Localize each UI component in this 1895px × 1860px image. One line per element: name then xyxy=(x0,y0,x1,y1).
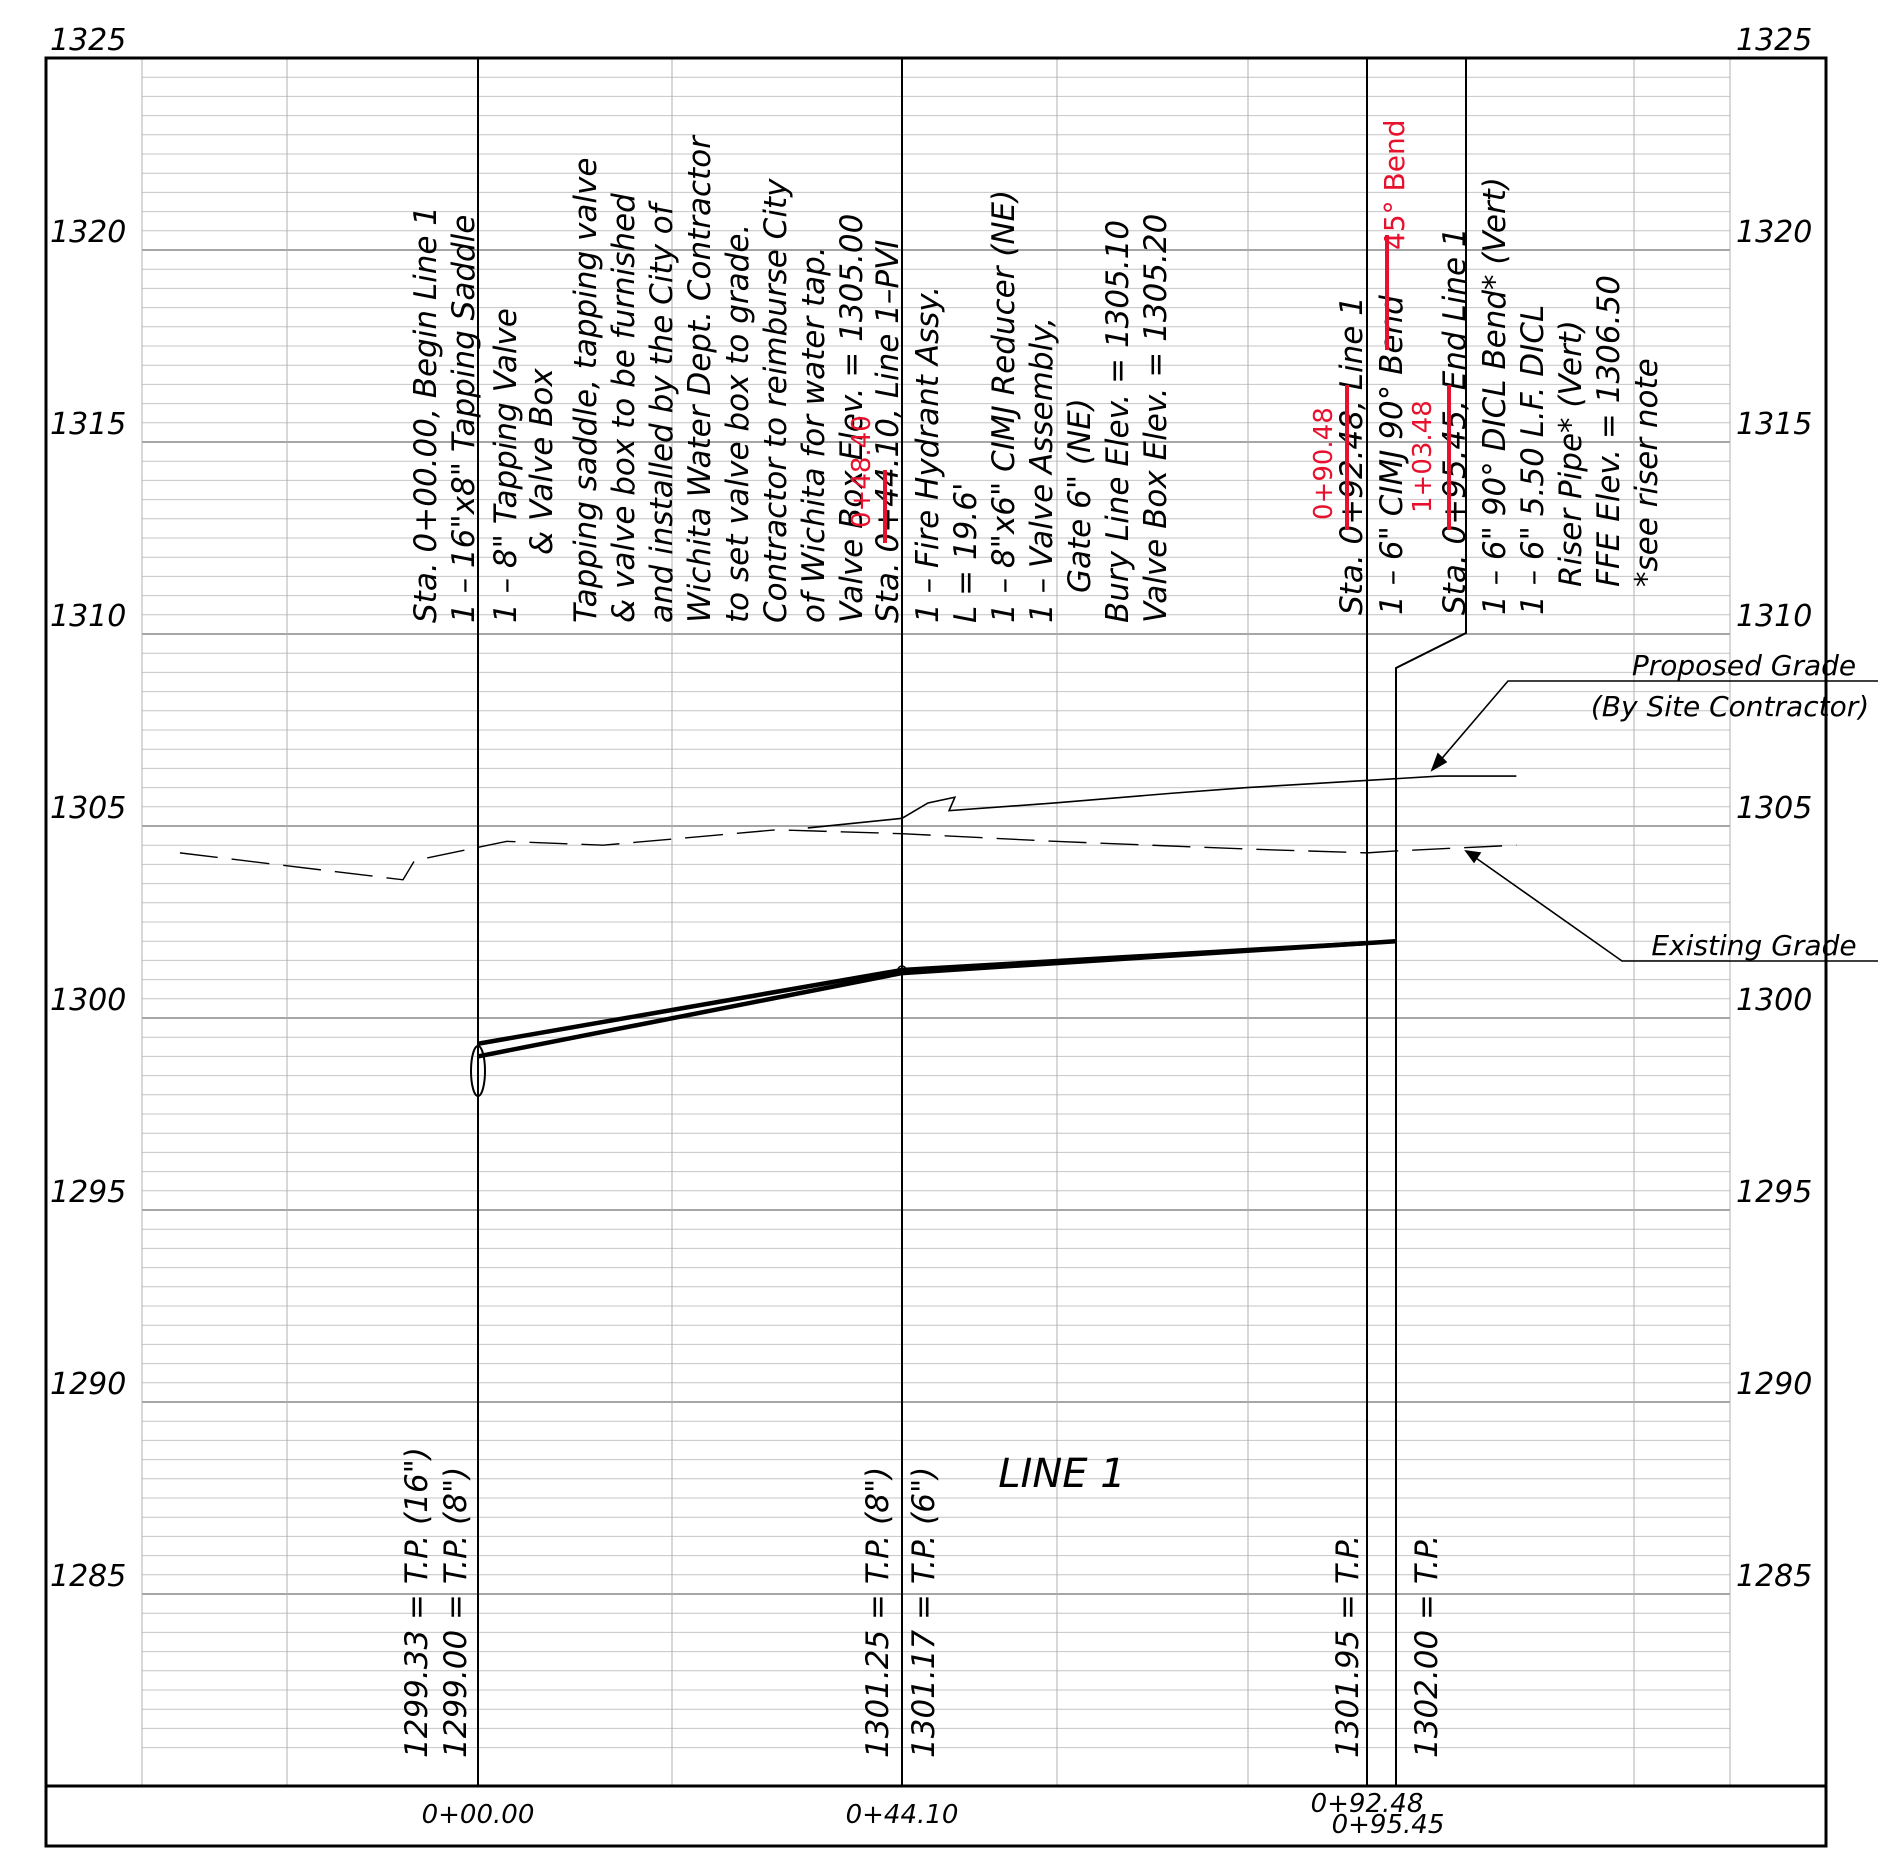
note-end-line: FFE Elev. = 1306.50 xyxy=(1591,275,1627,587)
tp-label: 1299.00 = T.P. (8") xyxy=(438,1467,474,1758)
note-end-line: 1 – 6" 5.50 L.F. DICL xyxy=(1515,305,1551,615)
note-begin-line: to set valve box to grade. xyxy=(720,224,756,623)
tp-label: 1301.17 = T.P. (6") xyxy=(906,1467,942,1758)
note-begin-line: Sta. 0+00.00, Begin Line 1 xyxy=(408,206,444,623)
pipe-profile xyxy=(477,938,1396,1059)
elevation-label: 1300 xyxy=(50,983,126,1018)
note-end-line: *see riser note xyxy=(1629,358,1665,587)
elevation-label: 1295 xyxy=(50,1175,126,1210)
pvi-marker xyxy=(897,965,907,975)
elevation-label: 1320 xyxy=(50,215,126,250)
tp-label: 1301.95 = T.P. xyxy=(1330,1535,1366,1758)
note-bend-line: 1 – 6" CIMJ 90° Bend xyxy=(1374,295,1410,615)
note-begin-line: of Wichita for water tap. xyxy=(796,246,832,623)
proposed-grade-arrow xyxy=(1430,752,1448,772)
elevation-label: 1290 xyxy=(1736,1367,1812,1402)
existing-grade-label: Existing Grade xyxy=(1651,929,1856,962)
tp-label: 1299.33 = T.P. (16") xyxy=(399,1447,435,1758)
elevation-label: 1315 xyxy=(50,407,126,442)
note-begin-line: Tapping saddle, tapping valve xyxy=(568,158,604,623)
elevation-label: 1320 xyxy=(1736,215,1812,250)
note-begin-line: Contractor to reimburse City xyxy=(758,178,794,623)
station-label: 0+44.10 xyxy=(846,1800,959,1830)
elevation-label: 1285 xyxy=(50,1559,126,1594)
note-bend-line: Sta. 0+92.48, Line 1 xyxy=(1334,296,1370,615)
note-begin-line: & valve box to be furnished xyxy=(606,193,642,623)
station-lines xyxy=(477,58,1467,1786)
note-pvi-line: Valve Box Elev. = 1305.20 xyxy=(1138,214,1174,623)
note-end-line: 1 – 6" 90° DICL Bend* (Vert) xyxy=(1477,177,1513,615)
note-begin-line: & Valve Box xyxy=(524,368,560,555)
note-begin-line: 1 – 8" Tapping Valve xyxy=(488,308,524,623)
elevation-label: 1305 xyxy=(1736,791,1812,826)
revision-bend-sta: 0+90.48 xyxy=(1309,407,1339,520)
elevation-label: 1325 xyxy=(1736,23,1812,58)
profile-title: LINE 1 xyxy=(998,1451,1125,1497)
revision-begin-sta: 0+48.40 xyxy=(847,415,877,528)
revision-bend-type: 45° Bend xyxy=(1378,120,1411,250)
revision-markups xyxy=(883,235,1451,543)
note-pvi-line: 1 – Valve Assembly, xyxy=(1024,317,1060,623)
note-pvi-line: L = 19.6' xyxy=(948,483,984,624)
station-label: 0+92.48 xyxy=(1311,1789,1424,1819)
tp-label: 1302.00 = T.P. xyxy=(1409,1535,1445,1758)
note-pvi-line: 1 – Fire Hydrant Assy. xyxy=(910,286,946,623)
station-labels: 0+00.00 0+44.10 0+92.48 0+95.45 xyxy=(422,1789,1445,1840)
proposed-grade-leader xyxy=(1431,680,1878,771)
elevation-labels-right: 1325 1320 1315 1310 1305 1300 1295 1290 1285 xyxy=(1736,23,1812,1594)
proposed-grade-label: Proposed Grade xyxy=(1632,649,1856,682)
grade-profiles xyxy=(179,775,1517,881)
station-label: 0+95.45 xyxy=(1332,1810,1445,1840)
notes-bend: Sta. 0+92.48, Line 1 1 – 6" CIMJ 90° Ben… xyxy=(1334,295,1410,615)
note-begin-line: and installed by the City of xyxy=(644,200,680,623)
pipe-bottom-line xyxy=(477,938,1396,1059)
note-pvi-line: Gate 6" (NE) xyxy=(1062,398,1098,593)
tapping-saddle-symbol xyxy=(470,1045,486,1097)
elevation-label: 1310 xyxy=(50,599,126,634)
note-pvi-line: 1 – 8"x6" CIMJ Reducer (NE) xyxy=(986,190,1022,623)
elevation-labels-left: 1325 1320 1315 1310 1305 1300 1295 1290 1285 xyxy=(50,23,126,1594)
notes-begin: Sta. 0+00.00, Begin Line 1 1 – 16"x8" Ta… xyxy=(408,134,870,623)
revision-end-sta: 1+03.48 xyxy=(1408,400,1438,513)
note-begin-line: Wichita Water Dept. Contractor xyxy=(682,134,718,623)
tp-labels: 1299.33 = T.P. (16") 1299.00 = T.P. (8")… xyxy=(399,1447,1445,1758)
elevation-label: 1305 xyxy=(50,791,126,826)
elevation-label: 1285 xyxy=(1736,1559,1812,1594)
elevation-label: 1295 xyxy=(1736,1175,1812,1210)
tp-label: 1301.25 = T.P. (8") xyxy=(860,1467,896,1758)
grade-leaders xyxy=(1430,680,1878,962)
note-end-line: Riser Pipe* (Vert) xyxy=(1553,320,1589,587)
proposed-grade-line xyxy=(807,775,1517,829)
elevation-label: 1325 xyxy=(50,23,126,58)
notes-pvi: Sta. 0+44.10, Line 1–PVI 1 – Fire Hydran… xyxy=(870,190,1174,623)
elevation-label: 1315 xyxy=(1736,407,1812,442)
note-begin-line: 1 – 16"x8" Tapping Saddle xyxy=(446,215,482,623)
existing-grade-leader xyxy=(1465,850,1878,962)
notes-end: Sta. 0+95.45, End Line 1 1 – 6" 90° DICL… xyxy=(1437,177,1665,615)
elevation-label: 1310 xyxy=(1736,599,1812,634)
proposed-grade-sublabel: (By Site Contractor) xyxy=(1591,690,1869,723)
existing-grade-arrow xyxy=(1464,849,1482,864)
elevation-label: 1300 xyxy=(1736,983,1812,1018)
riser-leader xyxy=(1395,58,1467,672)
border-frame xyxy=(44,56,1828,1848)
note-pvi-line: Bury Line Elev. = 1305.10 xyxy=(1100,220,1136,623)
existing-grade-line xyxy=(179,829,1517,881)
note-pvi-line: Sta. 0+44.10, Line 1–PVI xyxy=(870,240,906,623)
station-label: 0+00.00 xyxy=(422,1800,535,1830)
note-end-line: Sta. 0+95.45, End Line 1 xyxy=(1437,227,1473,615)
note-begin-line: Valve Box Elev. = 1305.00 xyxy=(834,214,870,623)
elevation-label: 1290 xyxy=(50,1367,126,1402)
